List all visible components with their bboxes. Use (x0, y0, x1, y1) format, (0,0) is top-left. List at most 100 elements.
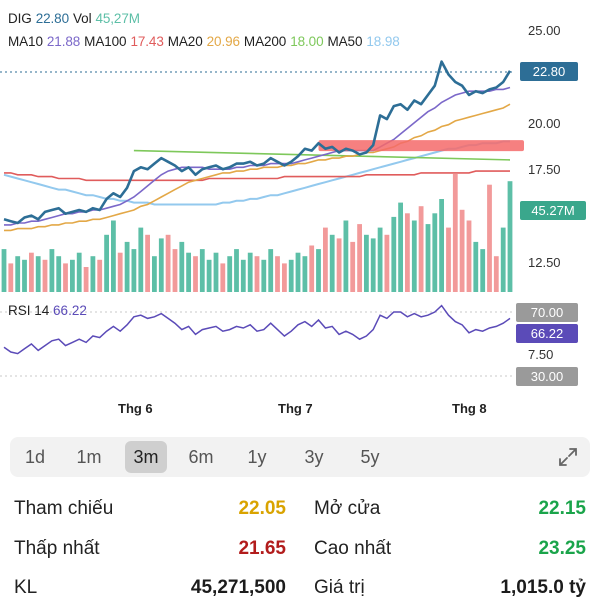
range-1d-button[interactable]: 1d (24, 447, 46, 467)
month-label-aug: Thg 8 (452, 401, 487, 416)
ma50-value: 18.98 (366, 34, 400, 49)
volume-bar (254, 256, 260, 292)
volume-bars (1, 174, 513, 292)
ma20-value: 20.96 (206, 34, 240, 49)
volume-bar (473, 241, 479, 292)
volume-bar (83, 267, 89, 292)
legend-ma: MA10 21.88 MA100 17.43 MA20 20.96 MA200 18.00 MA… (8, 34, 404, 49)
rsi-70-tag: 70.00 (516, 303, 578, 322)
kl-label: KL (14, 577, 38, 598)
last-price-tag: 22.80 (520, 62, 578, 81)
volume-bar (446, 227, 451, 292)
month-label-jun: Thg 6 (118, 401, 153, 416)
ma100-value: 17.43 (130, 34, 164, 49)
volume-bar (97, 259, 103, 292)
price-tick-12-5: 12.50 (528, 255, 561, 270)
month-label-jul: Thg 7 (278, 401, 313, 416)
ma10-line (4, 86, 511, 226)
ma10-label: MA10 (8, 34, 43, 49)
low-label: Thấp nhất (14, 538, 100, 559)
volume-bar (288, 259, 294, 292)
volume-bar (35, 256, 41, 292)
range-6m-button[interactable]: 6m (188, 447, 214, 467)
volume-bar (124, 241, 130, 292)
volume-bar (111, 220, 116, 292)
range-5y-button[interactable]: 5y (360, 447, 380, 467)
rsi-value: 66.22 (53, 303, 87, 318)
ma20-label: MA20 (167, 34, 203, 49)
range-3m-button[interactable]: 3m (125, 441, 167, 473)
ma20-line (4, 103, 511, 232)
high-label: Cao nhất (314, 538, 392, 559)
rsi-label: RSI 14 (8, 303, 50, 318)
volume-bar (206, 259, 212, 292)
expand-icon[interactable] (556, 445, 580, 469)
volume-bar (405, 213, 410, 292)
vol-value: 45,27M (95, 11, 140, 26)
price-chart[interactable] (0, 0, 600, 430)
volume-bar (56, 256, 62, 292)
volume-bar (439, 199, 444, 292)
volume-bar (165, 234, 171, 292)
range-1y-button[interactable]: 1y (247, 447, 267, 467)
volume-bar (425, 224, 431, 292)
volume-bar (384, 234, 390, 292)
volume-bar (370, 238, 376, 292)
kl-value: 45,271,500 (190, 577, 286, 598)
volume-bar (350, 241, 356, 292)
price-tick-17-5: 17.50 (528, 162, 561, 177)
volume-bar (22, 259, 27, 292)
high-value: 23.25 (538, 538, 586, 559)
volume-bar (418, 206, 424, 292)
volume-bar (145, 234, 150, 292)
value-value: 1,015.0 tỷ (500, 577, 586, 598)
volume-bar (49, 249, 55, 292)
volume-bar (234, 249, 239, 292)
ma200-value: 18.00 (290, 34, 324, 49)
volume-bar (364, 234, 369, 292)
volume-bar (131, 249, 137, 292)
volume-bar (199, 249, 205, 292)
ma100-label: MA100 (84, 34, 127, 49)
volume-bar (459, 209, 465, 292)
volume-bar (138, 227, 144, 292)
range-selector: 1d 1m 3m 6m 1y 3y 5y (10, 437, 590, 477)
volume-bar (275, 256, 280, 292)
volume-bar (261, 259, 267, 292)
volume-bar (391, 216, 397, 292)
volume-bar (357, 224, 362, 292)
price-value: 22.80 (35, 11, 69, 26)
volume-bar (282, 263, 287, 292)
volume-bar (15, 256, 21, 292)
range-1m-button[interactable]: 1m (76, 447, 102, 467)
volume-bar (240, 259, 246, 292)
volume-bar (247, 252, 253, 292)
volume-bar (42, 259, 48, 292)
ticker-label: DIG (8, 11, 32, 26)
volume-bar (411, 220, 417, 292)
volume-bar (432, 213, 438, 292)
ma10-value: 21.88 (46, 34, 81, 49)
rsi-line (3, 304, 511, 355)
volume-bar (295, 252, 301, 292)
volume-bar (213, 252, 219, 292)
range-3y-button[interactable]: 3y (304, 447, 324, 467)
volume-bar (377, 227, 383, 292)
volume-bar (152, 256, 157, 292)
volume-bar (193, 256, 198, 292)
price-tick-25: 25.00 (528, 23, 561, 38)
volume-bar (172, 249, 178, 292)
volume-bar (8, 263, 14, 292)
volume-bar (487, 184, 492, 292)
volume-bar (507, 181, 513, 292)
volume-bar (70, 259, 75, 292)
ref-value: 22.05 (238, 498, 286, 519)
volume-bar (158, 238, 164, 292)
open-value: 22.15 (538, 498, 586, 519)
volume-bar (398, 202, 403, 292)
volume-bar (117, 252, 123, 292)
rsi-value-tag: 66.22 (516, 324, 578, 343)
price-line (3, 60, 512, 225)
volume-bar (104, 234, 109, 292)
volume-bar (179, 241, 185, 292)
